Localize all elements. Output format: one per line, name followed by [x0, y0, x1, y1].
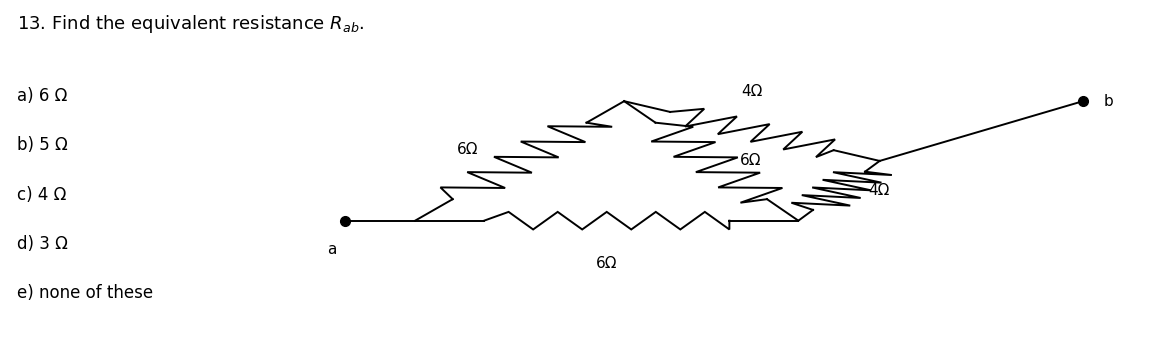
Text: 4Ω: 4Ω [741, 84, 762, 100]
Text: a: a [327, 242, 336, 257]
Text: e) none of these: e) none of these [16, 284, 153, 302]
Text: a) 6 Ω: a) 6 Ω [16, 87, 67, 105]
Text: d) 3 Ω: d) 3 Ω [16, 235, 68, 253]
Text: b) 5 Ω: b) 5 Ω [16, 136, 68, 154]
Text: 13. Find the equivalent resistance $R_{ab}$.: 13. Find the equivalent resistance $R_{a… [16, 13, 364, 35]
Text: 6Ω: 6Ω [596, 256, 617, 271]
Text: 6Ω: 6Ω [456, 142, 478, 157]
Text: c) 4 Ω: c) 4 Ω [16, 186, 67, 203]
Text: b: b [1104, 94, 1113, 109]
Text: 4Ω: 4Ω [868, 183, 889, 198]
Text: 6Ω: 6Ω [740, 154, 762, 169]
